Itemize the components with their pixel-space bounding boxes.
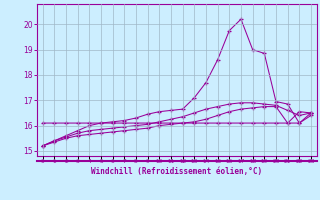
X-axis label: Windchill (Refroidissement éolien,°C): Windchill (Refroidissement éolien,°C) <box>91 167 262 176</box>
